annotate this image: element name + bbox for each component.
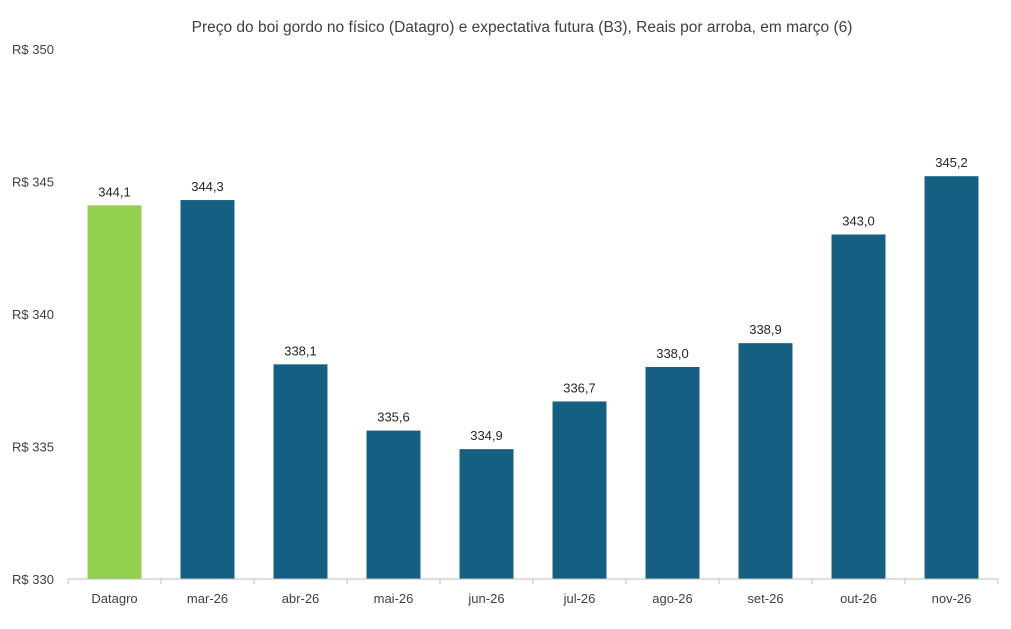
data-label: 343,0 — [842, 214, 875, 229]
x-tick-label: out-26 — [840, 591, 877, 606]
data-label: 336,7 — [563, 380, 596, 395]
bar — [273, 364, 328, 579]
data-label: 338,1 — [284, 343, 317, 358]
data-label: 338,0 — [656, 346, 689, 361]
bar — [87, 205, 142, 579]
y-tick-label: R$ 335 — [12, 440, 54, 455]
bar — [831, 234, 886, 579]
x-tick-label: abr-26 — [282, 591, 320, 606]
data-label: 335,6 — [377, 410, 410, 425]
data-label: 345,2 — [935, 155, 968, 170]
y-tick-label: R$ 330 — [12, 572, 54, 587]
x-axis-labels: Datagro mar-26 abr-26 mai-26 jun-26 jul-26 ago… — [91, 591, 971, 606]
bar — [459, 449, 514, 579]
bar — [552, 401, 607, 579]
y-tick-label: R$ 345 — [12, 175, 54, 190]
y-axis-labels: R$ 330 R$ 335 R$ 340 R$ 345 R$ 350 — [12, 42, 54, 587]
bar — [645, 367, 700, 579]
x-tick-label: jul-26 — [563, 591, 596, 606]
data-label: 344,3 — [191, 179, 224, 194]
y-tick-label: R$ 340 — [12, 307, 54, 322]
x-tick-label: nov-26 — [932, 591, 972, 606]
x-tick-label: mar-26 — [187, 591, 228, 606]
bars — [87, 176, 979, 580]
x-tick-label: jun-26 — [467, 591, 504, 606]
bar — [180, 200, 235, 580]
x-tick-marks — [67, 579, 999, 584]
bar — [738, 343, 793, 579]
data-labels: 344,1 344,3 338,1 335,6 334,9 336,7 338,0 338,9… — [98, 155, 968, 443]
x-tick-label: set-26 — [747, 591, 783, 606]
bar — [366, 430, 421, 579]
data-label: 338,9 — [749, 322, 782, 337]
x-tick-label: mai-26 — [374, 591, 414, 606]
data-label: 334,9 — [470, 428, 503, 443]
chart-title: Preço do boi gordo no físico (Datagro) e… — [192, 19, 853, 36]
x-tick-label: ago-26 — [652, 591, 692, 606]
data-label: 344,1 — [98, 184, 131, 199]
y-tick-label: R$ 350 — [12, 42, 54, 57]
bar — [924, 176, 979, 579]
x-tick-label: Datagro — [91, 591, 137, 606]
